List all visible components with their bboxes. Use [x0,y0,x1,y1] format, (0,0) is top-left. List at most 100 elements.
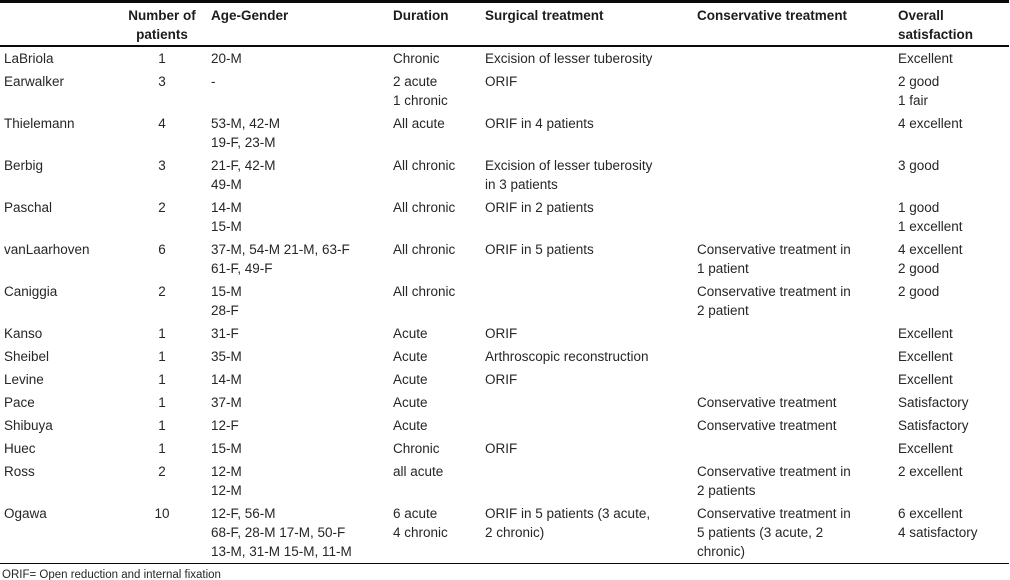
satisfaction-cell: 4 excellent [898,116,963,131]
patients-cell: 3 [158,74,166,89]
patients-cell: 1 [158,395,166,410]
age-gender-cell: 21-F, 42-M 49-M [211,158,276,192]
surgical-cell: ORIF [485,441,518,456]
study-cell: Thielemann [4,116,75,131]
duration-cell: Acute [393,326,428,341]
study-cell: Ross [4,464,35,479]
age-gender-cell: 20-M [211,51,242,66]
header-duration: Duration [388,1,480,47]
header-number-of-patients: Number of patients [118,1,206,47]
study-cell: Berbig [4,158,44,173]
table-row: Shibuya 1 12-F Acute Conservative treatm… [0,414,1009,437]
duration-cell: Chronic [393,441,440,456]
age-gender-cell: 53-M, 42-M 19-F, 23-M [211,116,281,150]
duration-cell: Acute [393,349,428,364]
table-row: Berbig 3 21-F, 42-M 49-M All chronic Exc… [0,154,1009,196]
satisfaction-cell: Excellent [898,349,953,364]
surgical-cell [480,414,692,437]
surgical-cell [480,460,692,502]
duration-cell: Acute [393,418,428,433]
study-cell: Kanso [4,326,43,341]
age-gender-cell: 15-M [211,441,242,456]
age-gender-cell: 37-M [211,395,242,410]
conservative-cell [692,368,893,391]
header-study [0,1,118,47]
duration-cell: All chronic [393,284,456,299]
study-cell: vanLaarhoven [4,242,90,257]
patients-cell: 6 [158,242,166,257]
patients-cell: 1 [158,372,166,387]
conservative-cell [692,46,893,70]
table-row: Pace 1 37-M Acute Conservative treatment… [0,391,1009,414]
age-gender-cell: 12-F, 56-M 68-F, 28-M 17-M, 50-F 13-M, 3… [206,502,388,564]
table-row: Ogawa 10 12-F, 56-M 68-F, 28-M 17-M, 50-… [0,502,1009,564]
conservative-cell: Conservative treatment [697,418,837,433]
surgical-cell: Excision of lesser tuberosity [485,51,653,66]
surgical-cell: ORIF in 4 patients [485,116,594,131]
age-gender-cell: 31-F [211,326,239,341]
conservative-cell: Conservative treatment in 5 patients (3 … [692,502,893,564]
study-cell: Huec [4,441,36,456]
table-row: Huec 1 15-M Chronic ORIF Excellent [0,437,1009,460]
patients-cell: 1 [158,326,166,341]
duration-cell: 6 acute 4 chronic [388,502,480,564]
satisfaction-cell: 2 good 1 fair [898,74,940,108]
satisfaction-cell: 6 excellent 4 satisfactory [893,502,1009,564]
study-cell: Sheibel [4,349,50,364]
table-row: Paschal 2 14-M 15-M All chronic ORIF in … [0,196,1009,238]
table-body: LaBriola 1 20-M Chronic Excision of less… [0,46,1009,564]
surgical-cell [480,280,692,322]
age-gender-cell: 14-M [211,372,242,387]
table-row: Sheibel 1 35-M Acute Arthroscopic recons… [0,345,1009,368]
conservative-cell [692,345,893,368]
header-age-gender: Age-Gender [206,1,388,47]
conservative-cell: Conservative treatment in 2 patient [697,284,851,318]
studies-comparison-table: Number of patients Age-Gender Duration S… [0,0,1009,564]
patients-cell: 1 [158,349,166,364]
duration-cell: 2 acute 1 chronic [393,74,448,108]
patients-cell: 4 [158,116,166,131]
age-gender-cell: 14-M 15-M [211,200,242,234]
satisfaction-cell: 2 excellent [898,464,963,479]
duration-cell: Chronic [393,51,440,66]
duration-cell: All chronic [393,242,456,257]
patients-cell: 10 [118,502,206,564]
table-header-row: Number of patients Age-Gender Duration S… [0,1,1009,47]
table-row: Caniggia 2 15-M 28-F All chronic Conserv… [0,280,1009,322]
study-cell: Paschal [4,200,53,215]
surgical-cell: Excision of lesser tuberosity in 3 patie… [485,158,653,192]
conservative-cell: Conservative treatment in 2 patients [697,464,851,498]
header-overall-satisfaction: Overall satisfaction [893,1,1009,47]
age-gender-cell: 12-F [211,418,239,433]
duration-cell: All acute [393,116,445,131]
surgical-cell: ORIF in 5 patients (3 acute, 2 chronic) [480,502,692,564]
patients-cell: 3 [158,158,166,173]
patients-cell: 2 [158,464,166,479]
patients-cell: 1 [158,418,166,433]
satisfaction-cell: Excellent [898,441,953,456]
patients-cell: 1 [158,51,166,66]
conservative-cell [692,322,893,345]
surgical-cell: Arthroscopic reconstruction [485,349,649,364]
duration-cell: All chronic [393,158,456,173]
table-row: Thielemann 4 53-M, 42-M 19-F, 23-M All a… [0,112,1009,154]
study-cell: LaBriola [4,51,54,66]
patients-cell: 1 [158,441,166,456]
study-cell: Caniggia [4,284,58,299]
table-header: Number of patients Age-Gender Duration S… [0,1,1009,47]
age-gender-cell: 35-M [211,349,242,364]
patients-cell: 2 [158,284,166,299]
satisfaction-cell: Satisfactory [898,395,969,410]
table-row: LaBriola 1 20-M Chronic Excision of less… [0,46,1009,70]
duration-cell: All chronic [393,200,456,215]
surgical-cell [480,391,692,414]
table-footnote: ORIF= Open reduction and internal fixati… [2,569,221,580]
surgical-cell: ORIF [485,372,518,387]
conservative-cell: Conservative treatment in 1 patient [697,242,851,276]
conservative-cell [692,437,893,460]
patients-cell: 2 [158,200,166,215]
duration-cell: Acute [393,372,428,387]
age-gender-cell: 37-M, 54-M 21-M, 63-F 61-F, 49-F [211,242,350,276]
conservative-cell [692,154,893,196]
